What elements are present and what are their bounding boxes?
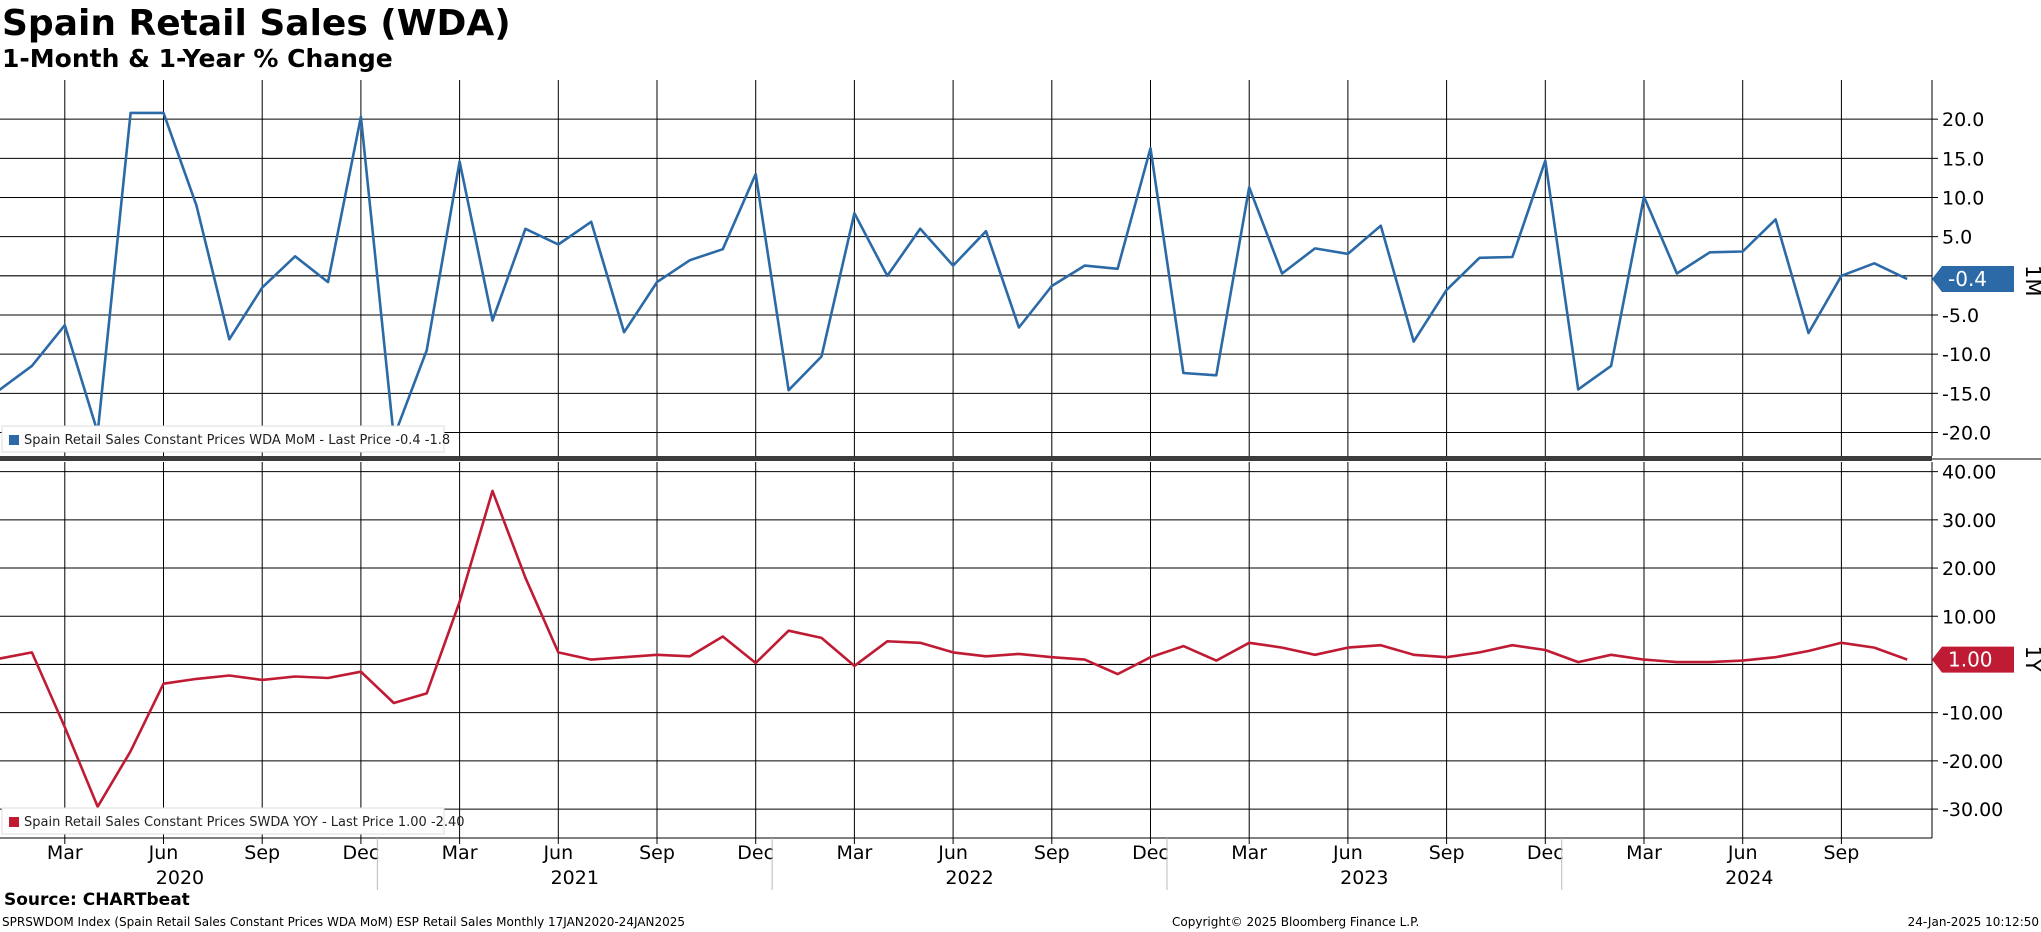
x-tick-label: Jun <box>148 842 179 864</box>
x-tick-label: Sep <box>244 842 280 864</box>
x-tick-label: Sep <box>1429 842 1465 864</box>
footer-index-description: SPRSWDOM Index (Spain Retail Sales Const… <box>2 915 686 929</box>
x-tick-label: Sep <box>639 842 675 864</box>
x-year-label: 2022 <box>945 867 993 889</box>
yoy-legend-text: Spain Retail Sales Constant Prices SWDA … <box>24 815 465 830</box>
x-tick-label: Dec <box>737 842 774 864</box>
yoy-last-price-badge <box>1932 646 2014 673</box>
mom-last-price-badge <box>1932 265 2014 292</box>
x-axis: Mar Jun Sep Dec Mar Jun Sep Dec Mar Jun Sep Dec Mar J… <box>0 456 2041 890</box>
yoy-panel-label: 1Y <box>2021 646 2041 672</box>
y-tick-label: 15.0 <box>1942 148 1984 170</box>
x-tick-label: Sep <box>1034 842 1070 864</box>
mom-legend-text: Spain Retail Sales Constant Prices WDA M… <box>24 433 450 448</box>
y-tick-label: 10.0 <box>1942 188 1984 210</box>
mom-series-line <box>0 111 1908 439</box>
chart-subtitle: 1-Month & 1-Year % Change <box>2 44 393 73</box>
y-tick-label: 5.0 <box>1942 227 1972 249</box>
yoy-legend-swatch <box>9 817 19 827</box>
chart-title: Spain Retail Sales (WDA) <box>2 3 511 44</box>
x-tick-label: Mar <box>1231 842 1267 864</box>
y-tick-label: 20.00 <box>1942 558 1996 580</box>
source-label: Source: CHARTbeat <box>4 890 190 910</box>
x-tick-label: Jun <box>542 842 573 864</box>
y-tick-label: -20.0 <box>1942 423 1991 445</box>
mom-legend-box <box>1 425 445 453</box>
x-tick-label: Dec <box>343 842 380 864</box>
yoy-last-price-label: 1.00 <box>1948 648 1993 672</box>
y-tick-label: 20.0 <box>1942 109 1984 131</box>
yoy-panel: 40.00 30.00 20.00 10.00 -10.00 -20.00 -30.00 1.… <box>0 462 2041 838</box>
y-tick-label: -20.00 <box>1942 751 2003 773</box>
yoy-series-line <box>0 489 1908 809</box>
x-tick-label: Dec <box>1132 842 1169 864</box>
mom-panel-label: 1M <box>2021 265 2041 296</box>
mom-last-price-label: -0.4 <box>1948 267 1987 291</box>
x-tick-label: Mar <box>442 842 478 864</box>
x-tick-label: Jun <box>1332 842 1363 864</box>
y-tick-label: -30.00 <box>1942 799 2003 821</box>
x-tick-label: Sep <box>1823 842 1859 864</box>
x-tick-label: Mar <box>47 842 83 864</box>
y-tick-label: -10.00 <box>1942 703 2003 725</box>
y-tick-label: -15.0 <box>1942 383 1991 405</box>
x-tick-label: Dec <box>1527 842 1564 864</box>
mom-panel: 20.0 15.0 10.0 5.0 -5.0 -10.0 -15.0 -20.0 -0.4 1M… <box>0 80 2041 456</box>
x-year-label: 2021 <box>551 867 599 889</box>
x-tick-label: Mar <box>836 842 872 864</box>
footer-copyright: Copyright© 2025 Bloomberg Finance L.P. <box>1172 915 1420 929</box>
x-year-label: 2024 <box>1725 867 1773 889</box>
y-tick-label: 40.00 <box>1942 462 1996 484</box>
y-tick-label: 10.00 <box>1942 606 1996 628</box>
y-tick-label: 30.00 <box>1942 510 1996 532</box>
panel-divider <box>0 456 1932 461</box>
x-tick-label: Mar <box>1626 842 1662 864</box>
footer-timestamp: 24-Jan-2025 10:12:50 <box>1907 915 2039 929</box>
mom-legend-swatch <box>9 435 19 445</box>
x-tick-label: Jun <box>937 842 968 864</box>
x-year-label: 2020 <box>156 867 204 889</box>
yoy-legend-box <box>1 807 445 835</box>
y-tick-label: -5.0 <box>1942 305 1979 327</box>
x-year-label: 2023 <box>1340 867 1388 889</box>
y-tick-label: -10.0 <box>1942 344 1991 366</box>
x-tick-label: Jun <box>1727 842 1758 864</box>
